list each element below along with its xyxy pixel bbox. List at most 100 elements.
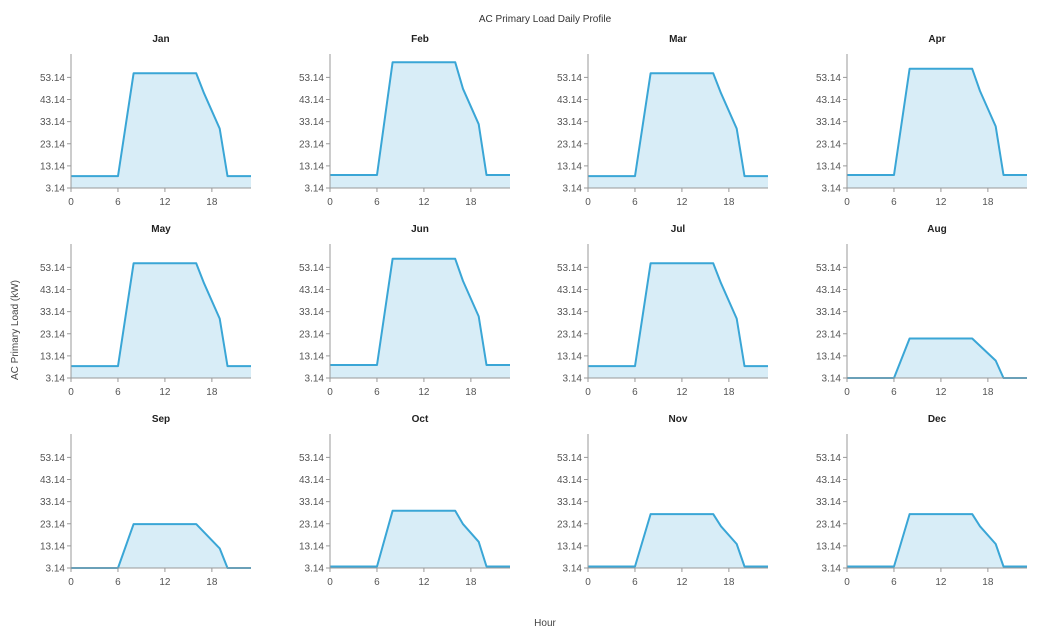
y-tick-label: 43.14: [40, 475, 65, 486]
x-tick-label: 6: [115, 197, 121, 208]
y-tick-label: 3.14: [305, 564, 325, 575]
y-tick-label: 53.14: [299, 263, 324, 274]
panel-title: May: [151, 224, 171, 235]
y-tick-label: 3.14: [46, 374, 66, 385]
y-tick-label: 53.14: [40, 263, 65, 274]
y-tick-label: 33.14: [299, 497, 324, 508]
y-tick-label: 33.14: [40, 307, 65, 318]
y-tick-label: 53.14: [40, 73, 65, 84]
y-tick-label: 43.14: [299, 95, 324, 106]
x-tick-label: 12: [676, 387, 688, 398]
series-area: [330, 510, 510, 568]
x-tick-label: 6: [632, 577, 638, 588]
y-tick-label: 33.14: [40, 117, 65, 128]
panel-title: Jun: [411, 224, 429, 235]
x-tick-label: 12: [935, 197, 947, 208]
series-line: [588, 262, 768, 368]
x-tick-label: 18: [206, 577, 218, 588]
x-tick-label: 6: [374, 197, 380, 208]
x-tick-label: 12: [935, 387, 947, 398]
y-tick-label: 43.14: [40, 285, 65, 296]
y-tick-label: 3.14: [305, 374, 325, 385]
y-tick-label: 23.14: [299, 519, 324, 530]
series-area: [330, 62, 510, 189]
series-line: [588, 72, 768, 178]
y-tick-label: 13.14: [40, 161, 65, 172]
panel-dec: Dec 3.14 13.14 23.14 33.14 43.14 53.14 0 6 12 18: [816, 414, 1027, 588]
series-area: [588, 73, 768, 188]
y-tick-label: 53.14: [299, 73, 324, 84]
y-tick-label: 33.14: [299, 117, 324, 128]
x-tick-label: 18: [982, 387, 994, 398]
panel-title: Mar: [669, 34, 687, 45]
x-tick-label: 0: [68, 197, 74, 208]
y-tick-label: 33.14: [40, 497, 65, 508]
x-tick-label: 18: [465, 577, 477, 588]
x-tick-label: 12: [159, 197, 171, 208]
y-tick-label: 23.14: [299, 139, 324, 150]
panel-title: Oct: [412, 414, 429, 425]
x-tick-label: 18: [206, 197, 218, 208]
x-tick-label: 12: [676, 577, 688, 588]
panel-oct: Oct 3.14 13.14 23.14 33.14 43.14 53.14 0 6 12 18: [299, 414, 510, 588]
y-tick-label: 53.14: [816, 453, 841, 464]
series-line: [330, 509, 510, 568]
y-tick-label: 3.14: [46, 564, 66, 575]
y-tick-label: 13.14: [816, 541, 841, 552]
series-line: [71, 72, 251, 178]
x-tick-label: 6: [891, 387, 897, 398]
y-tick-label: 53.14: [299, 453, 324, 464]
panel-title: Jan: [152, 34, 169, 45]
x-tick-label: 6: [374, 577, 380, 588]
panel-feb: Feb 3.14 13.14 23.14 33.14 43.14 53.14 0 6 12 18: [299, 34, 510, 208]
y-tick-label: 3.14: [305, 184, 325, 195]
y-tick-label: 53.14: [557, 453, 582, 464]
y-tick-label: 13.14: [299, 351, 324, 362]
x-axis-label: Hour: [534, 618, 556, 629]
y-tick-label: 33.14: [816, 117, 841, 128]
x-tick-label: 0: [585, 387, 591, 398]
x-tick-label: 0: [327, 577, 333, 588]
y-tick-label: 23.14: [816, 329, 841, 340]
x-tick-label: 12: [159, 577, 171, 588]
y-tick-label: 3.14: [822, 374, 842, 385]
y-tick-label: 13.14: [40, 541, 65, 552]
y-tick-label: 53.14: [816, 263, 841, 274]
x-tick-label: 6: [632, 197, 638, 208]
x-tick-label: 18: [465, 387, 477, 398]
y-tick-label: 23.14: [557, 139, 582, 150]
series-line: [847, 513, 1027, 568]
panel-title: Apr: [928, 34, 945, 45]
y-tick-label: 3.14: [46, 184, 66, 195]
y-tick-label: 23.14: [40, 329, 65, 340]
x-tick-label: 6: [374, 387, 380, 398]
series-line: [588, 513, 768, 568]
x-tick-label: 0: [844, 387, 850, 398]
y-tick-label: 13.14: [557, 541, 582, 552]
x-tick-label: 18: [465, 197, 477, 208]
panel-title: Aug: [927, 224, 946, 235]
y-tick-label: 3.14: [563, 564, 583, 575]
series-area: [588, 514, 768, 568]
x-tick-label: 18: [982, 577, 994, 588]
y-tick-label: 23.14: [40, 519, 65, 530]
y-tick-label: 23.14: [557, 329, 582, 340]
x-tick-label: 0: [585, 577, 591, 588]
y-tick-label: 43.14: [40, 95, 65, 106]
series-line: [847, 67, 1027, 176]
y-tick-label: 13.14: [299, 161, 324, 172]
y-tick-label: 13.14: [816, 161, 841, 172]
x-tick-label: 0: [327, 387, 333, 398]
x-tick-label: 18: [723, 387, 735, 398]
y-tick-label: 53.14: [40, 453, 65, 464]
y-tick-label: 13.14: [557, 351, 582, 362]
series-area: [588, 263, 768, 378]
y-tick-label: 23.14: [40, 139, 65, 150]
x-tick-label: 0: [844, 197, 850, 208]
y-tick-label: 43.14: [816, 475, 841, 486]
x-tick-label: 6: [115, 387, 121, 398]
x-tick-label: 18: [723, 197, 735, 208]
x-tick-label: 12: [418, 387, 430, 398]
panel-title: Nov: [669, 414, 688, 425]
